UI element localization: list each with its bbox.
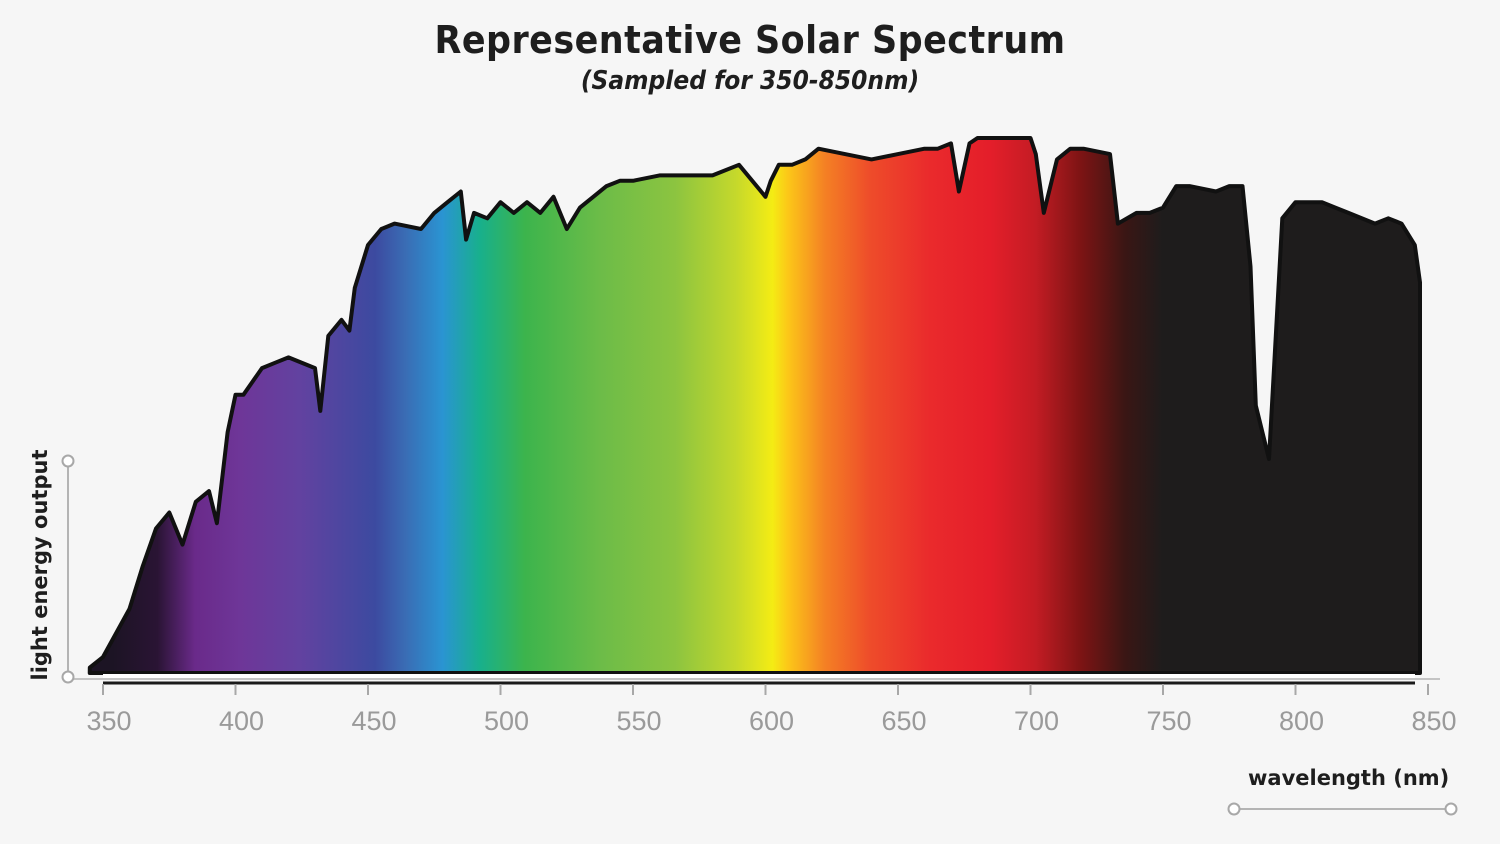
x-tick-label: 850 (1411, 706, 1457, 736)
x-tick-label: 400 (218, 706, 265, 736)
x-axis-white-band (103, 674, 1415, 679)
x-tick-label: 550 (616, 706, 662, 736)
chart-subtitle: (Sampled for 350-850nm) (580, 66, 920, 96)
chart-title: Representative Solar Spectrum (434, 18, 1066, 62)
x-label-left-handle (1227, 802, 1241, 816)
spectrum-area (87, 136, 1422, 675)
x-tick-label: 500 (483, 706, 530, 736)
y-axis-bottom-handle (61, 670, 75, 684)
x-tick-label: 650 (881, 706, 927, 736)
x-tick-label: 600 (748, 706, 795, 736)
x-tick-label: 350 (86, 706, 132, 736)
x-tick-label: 700 (1013, 706, 1060, 736)
x-label-right-handle (1444, 802, 1458, 816)
x-tick-label: 800 (1278, 706, 1325, 736)
x-axis-label: wavelength (nm) (1248, 766, 1450, 790)
y-axis-label: light energy output (28, 449, 52, 681)
x-axis-ticks (102, 684, 1429, 695)
x-tick-label: 450 (351, 706, 397, 736)
y-axis-top-handle (61, 454, 75, 468)
x-tick-label: 750 (1146, 706, 1192, 736)
